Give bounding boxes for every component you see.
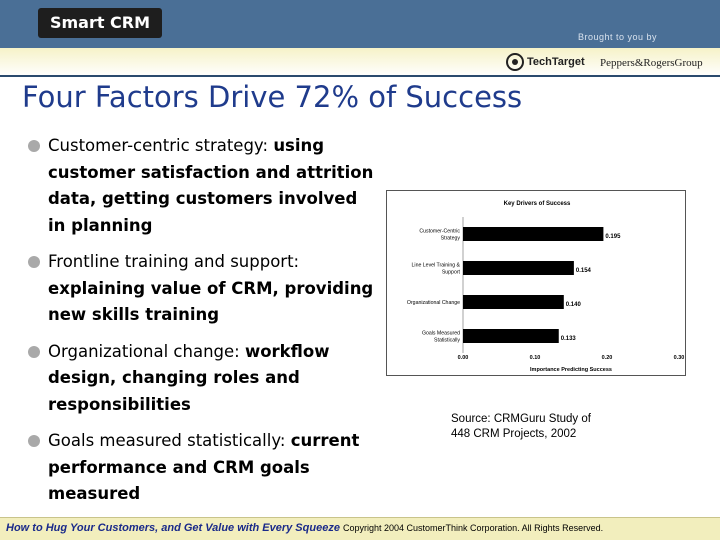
techtarget-eye-icon: [506, 53, 524, 71]
brought-to-you-by: Brought to you by: [578, 32, 658, 42]
chart-data-label: 0.195: [605, 234, 621, 240]
footer-bar: How to Hug Your Customers, and Get Value…: [0, 517, 720, 540]
bullet-lead: Organizational change:: [48, 341, 240, 361]
chart-bar: [463, 329, 559, 343]
bullet-lead: Frontline training and support:: [48, 252, 300, 271]
chart-category-label: Goals Measured: [422, 331, 460, 337]
slide-title: Four Factors Drive 72% of Success: [22, 80, 523, 114]
footer-tagline: How to Hug Your Customers, and Get Value…: [6, 522, 340, 534]
footer-text: How to Hug Your Customers, and Get Value…: [6, 522, 603, 534]
bullet-dot-icon: [28, 435, 40, 447]
chart-tick-label: 0.00: [458, 355, 469, 361]
bullet-lead: Goals measured statistically:: [48, 431, 286, 450]
techtarget-text: TechTarget: [527, 56, 585, 68]
header-divider: [0, 75, 720, 77]
chart-title: Key Drivers of Success: [504, 201, 571, 207]
header-bar: Smart CRM Brought to you by: [0, 0, 720, 48]
chart-svg: Key Drivers of Success 0.195 Customer-Cent…: [407, 201, 685, 373]
chart-category-label: Customer-Centric: [419, 229, 460, 235]
chart-category-label: Support: [442, 270, 461, 276]
chart-category-label: Organizational Change: [407, 300, 460, 306]
key-drivers-chart: Key Drivers of Success 0.195 Customer-Cent…: [386, 190, 686, 376]
bullet-dot-icon: [28, 140, 40, 152]
bullet-item: Customer-centric strategy: using custome…: [28, 133, 378, 239]
chart-tick-label: 0.20: [602, 355, 613, 361]
footer-copyright: Copyright 2004 CustomerThink Corporation…: [343, 523, 604, 533]
bullet-dot-icon: [28, 256, 40, 268]
chart-data-label: 0.154: [576, 268, 592, 274]
bullet-lead: Customer-centric strategy:: [48, 136, 269, 155]
bullet-list: Customer-centric strategy: using custome…: [28, 133, 378, 518]
chart-bar: [463, 227, 604, 241]
chart-x-axis-label: Importance Predicting Success: [530, 367, 612, 373]
bullet-detail: using customer satisfaction and attritio…: [48, 136, 374, 235]
bullet-detail: current performance and CRM goals measur…: [48, 431, 360, 503]
chart-tick-label: 0.30: [674, 355, 685, 361]
peppers-rogers-logo: Peppers&RogersGroup: [600, 57, 703, 69]
smart-crm-logo: Smart CRM: [38, 8, 162, 38]
bullet-dot-icon: [28, 345, 40, 358]
chart-category-label: Line Level Training &: [412, 263, 461, 269]
bullet-item: Organizational change: workflow design, …: [28, 339, 378, 419]
sponsor-band: [0, 48, 720, 76]
chart-data-label: 0.140: [566, 302, 582, 308]
chart-bar: [463, 261, 574, 275]
techtarget-logo: TechTarget: [506, 52, 585, 72]
chart-data-label: 0.133: [561, 336, 577, 342]
chart-category-label: Strategy: [441, 236, 461, 242]
source-note: Source: CRMGuru Study of 448 CRM Project…: [451, 413, 591, 440]
chart-bar: [463, 295, 564, 309]
chart-category-label: Statistically: [434, 338, 460, 344]
chart-tick-label: 0.10: [530, 355, 541, 361]
bullet-detail: workflow design, changing roles and resp…: [48, 341, 330, 414]
bullet-detail: explaining value of CRM, providing new s…: [48, 278, 374, 325]
bullet-item: Goals measured statistically: current pe…: [28, 428, 378, 508]
bullet-item: Frontline training and support: explaini…: [28, 249, 378, 329]
